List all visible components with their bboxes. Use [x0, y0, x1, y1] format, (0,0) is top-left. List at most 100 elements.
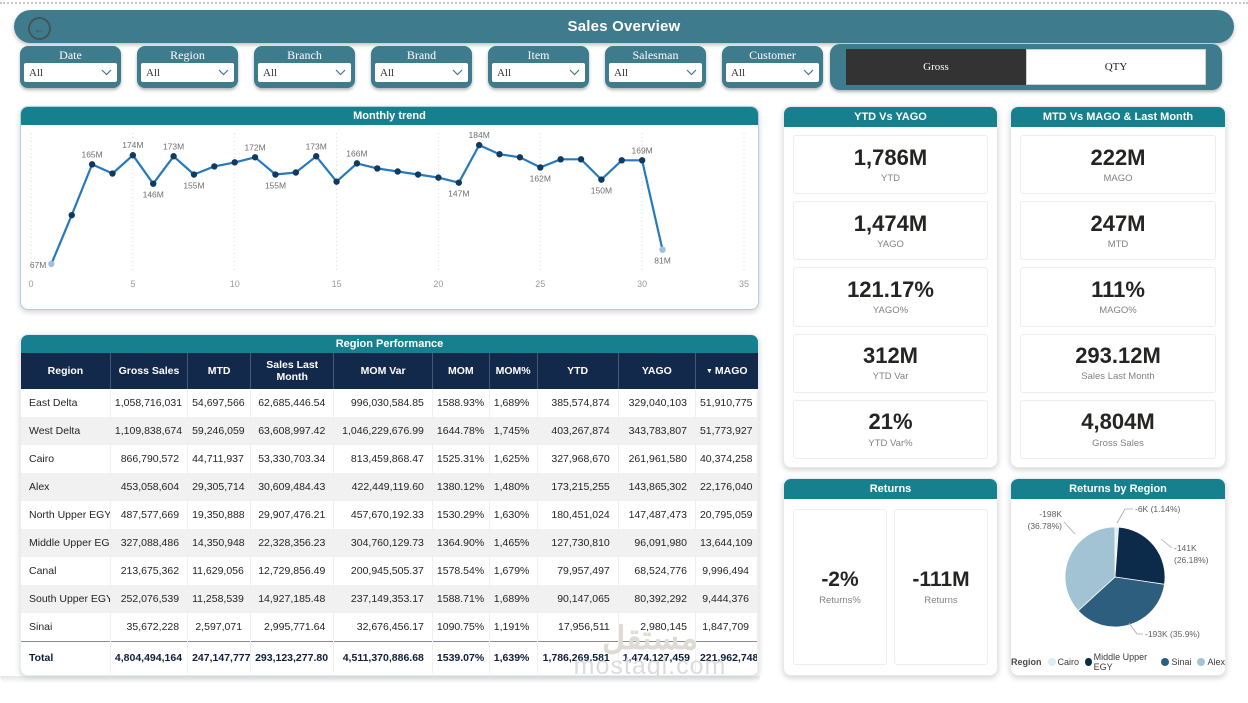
data-point[interactable] — [557, 156, 564, 163]
data-point-label: 173M — [163, 141, 184, 151]
filter-dropdown-branch[interactable]: All — [258, 63, 351, 82]
data-point[interactable] — [170, 153, 177, 160]
data-point[interactable] — [48, 260, 55, 268]
monthly-trend-title: Monthly trend — [21, 107, 758, 125]
filter-dropdown-customer[interactable]: All — [726, 63, 819, 82]
total-value-cell: 1,639% — [489, 641, 538, 673]
column-header-mom-var[interactable]: MOM Var — [333, 353, 433, 389]
value-cell: 17,956,511 — [537, 613, 619, 642]
data-point[interactable] — [455, 179, 462, 186]
value-cell: 12,729,856.49 — [250, 557, 335, 585]
value-cell: 22,328,356.23 — [250, 529, 335, 557]
value-cell: 51,773,927 — [695, 417, 759, 445]
data-point[interactable] — [68, 211, 75, 219]
data-point[interactable] — [231, 159, 238, 166]
data-point[interactable] — [537, 164, 544, 171]
legend-swatch — [1197, 658, 1206, 666]
legend-item-sinai[interactable]: Sinai — [1161, 657, 1191, 667]
data-point[interactable] — [618, 157, 625, 164]
data-point[interactable] — [598, 176, 605, 183]
region-performance-table: Region Gross Sales MTD Sales Last Month MOM … — [21, 353, 759, 673]
data-point[interactable] — [475, 141, 483, 149]
toggle-button-gross[interactable]: Gross — [846, 49, 1026, 85]
kpi-value: 247M — [1090, 210, 1146, 236]
pie-slice-alex[interactable] — [1064, 526, 1116, 612]
value-cell: 19,350,888 — [187, 501, 252, 529]
table-total-row: Total 4,804,494,164 247,147,777 293,123,277… — [21, 641, 759, 673]
region-cell: Sinai — [21, 613, 111, 642]
column-header-mago[interactable]: ▼ MAGO — [695, 353, 758, 389]
data-point[interactable] — [374, 165, 381, 172]
filter-selected-value: All — [263, 66, 278, 79]
data-point[interactable] — [150, 180, 157, 187]
legend-item-middle-upper-egy[interactable]: Middle Upper EGY — [1085, 652, 1155, 672]
value-cell: 20,795,059 — [695, 501, 759, 529]
data-point[interactable] — [313, 153, 320, 160]
value-cell: 9,996,494 — [695, 557, 759, 585]
data-point-label: 172M — [244, 142, 265, 152]
filter-dropdown-salesman[interactable]: All — [609, 63, 702, 82]
pie-slice-sinai[interactable] — [1077, 576, 1165, 628]
value-cell: 40,374,258 — [695, 445, 759, 473]
legend-label: Alex — [1207, 657, 1225, 667]
data-point[interactable] — [292, 169, 300, 176]
data-point-label: 67M — [30, 260, 47, 270]
value-cell: 453,058,604 — [110, 473, 189, 501]
filter-label: Item — [527, 48, 550, 62]
legend-label: Middle Upper EGY — [1093, 652, 1148, 672]
data-point[interactable] — [211, 163, 218, 170]
kpi-card-ytd-var: 312M YTD Var — [793, 333, 988, 393]
filter-dropdown-brand[interactable]: All — [375, 63, 468, 82]
value-cell: 1,625% — [489, 445, 538, 473]
data-point[interactable] — [414, 171, 422, 178]
data-point[interactable] — [638, 157, 646, 164]
filter-dropdown-item[interactable]: All — [492, 63, 585, 82]
kpi-card-mtd: 247M MTD — [1020, 201, 1216, 261]
back-button[interactable]: ← — [28, 17, 51, 40]
column-header-ytd[interactable]: YTD — [537, 353, 619, 389]
returns-by-region-pie-chart[interactable]: -6K (1.14%) -141K (26.18%) -193K (35.9%) -19… — [1011, 499, 1225, 649]
data-point[interactable] — [190, 171, 198, 178]
pie-slice-middle-upper-egy[interactable] — [1114, 526, 1166, 585]
data-point[interactable] — [577, 156, 585, 163]
data-point-label: 173M — [306, 141, 327, 151]
returns-cards: -2% Returns% -111M Returns — [784, 499, 997, 675]
value-cell: 22,176,040 — [695, 473, 759, 501]
column-header-mom[interactable]: MOM — [432, 353, 490, 389]
data-point[interactable] — [333, 178, 340, 185]
data-point[interactable] — [129, 152, 137, 159]
value-cell: 1,191% — [489, 613, 538, 642]
data-point[interactable] — [88, 161, 96, 168]
data-point[interactable] — [394, 168, 401, 175]
filter-dropdown-date[interactable]: All — [24, 63, 117, 82]
value-cell: 200,945,505.37 — [333, 557, 433, 585]
data-point[interactable] — [659, 246, 666, 253]
mtd-cards: 222M MAGO 247M MTD 111% MAGO% 293.12M Sales Las… — [1011, 127, 1225, 467]
column-header-region[interactable]: Region — [21, 353, 111, 389]
data-point[interactable] — [109, 170, 116, 177]
kpi-value: 312M — [862, 343, 919, 369]
data-point[interactable] — [353, 160, 361, 167]
column-header-mtd[interactable]: MTD — [187, 353, 252, 389]
pie-slice-label: -6K (1.14%) — [1135, 504, 1181, 514]
filter-dropdown-region[interactable]: All — [141, 63, 234, 82]
column-header-sales-last-month[interactable]: Sales Last Month — [250, 353, 335, 389]
data-point[interactable] — [435, 174, 442, 181]
data-point[interactable] — [251, 154, 259, 161]
column-header-mom-[interactable]: MOM% — [489, 353, 538, 389]
filter-selected-value: All — [731, 66, 746, 79]
data-point[interactable] — [496, 151, 503, 158]
chevron-down-icon — [218, 69, 229, 76]
region-cell: Canal — [21, 557, 111, 585]
column-header-gross-sales[interactable]: Gross Sales — [110, 353, 189, 389]
legend-item-cairo[interactable]: Cairo — [1047, 657, 1079, 667]
data-point-label: 155M — [183, 181, 204, 191]
monthly-trend-line-chart[interactable]: 0 5 10 15 20 25 30 35 67M 165M 174M 146M 173M 155M 172… — [21, 125, 756, 307]
data-point[interactable] — [516, 154, 524, 161]
data-point[interactable] — [272, 171, 279, 178]
filter-label: Region — [170, 48, 205, 62]
chevron-down-icon — [569, 69, 580, 76]
legend-item-alex[interactable]: Alex — [1197, 657, 1225, 667]
toggle-button-qty[interactable]: QTY — [1026, 49, 1206, 85]
column-header-yago[interactable]: YAGO — [618, 353, 696, 389]
